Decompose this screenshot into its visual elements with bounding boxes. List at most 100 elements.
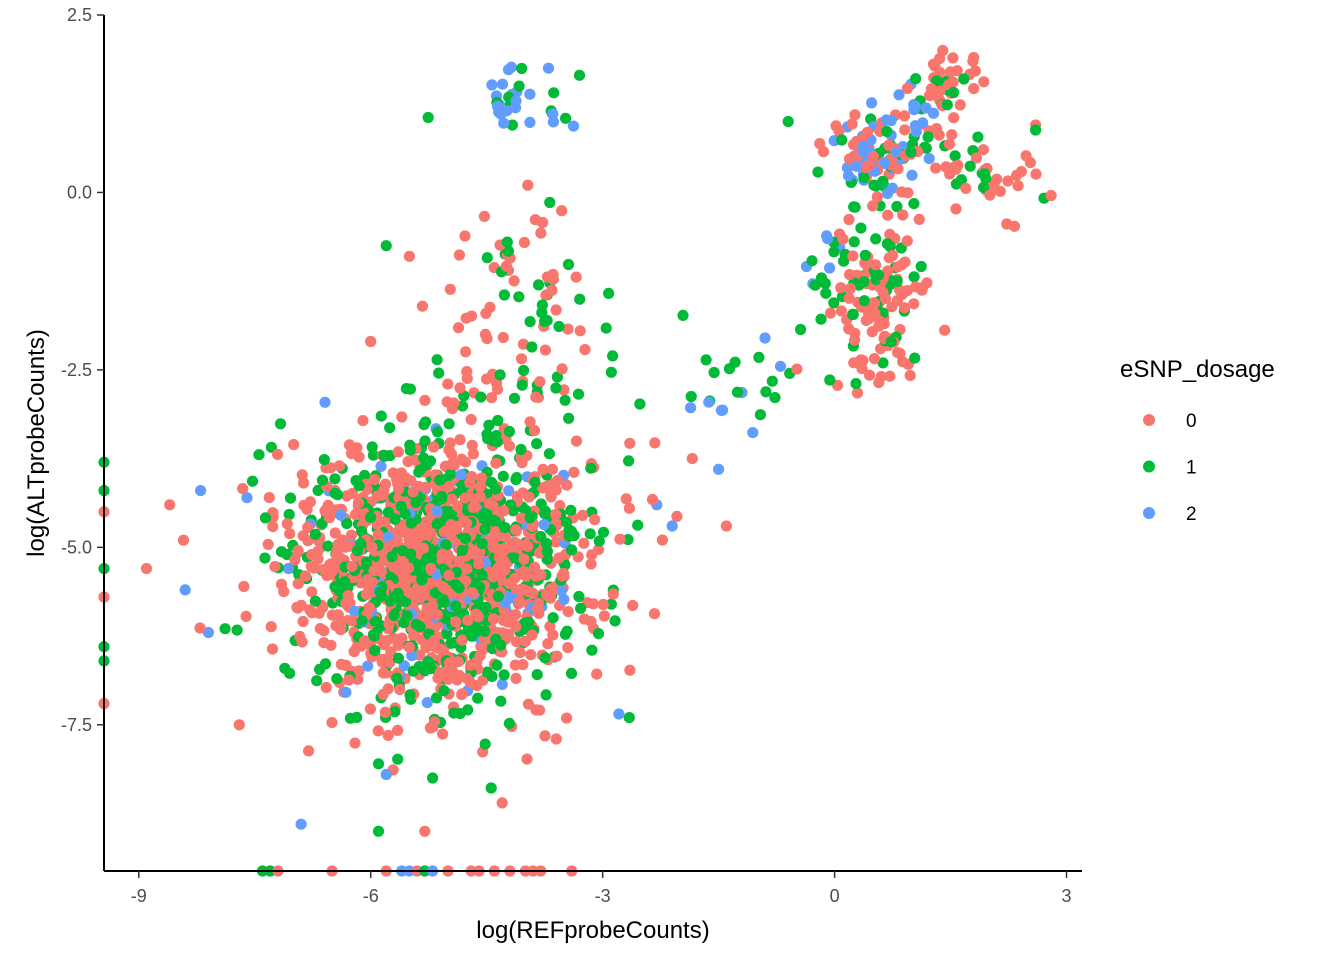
data-point-dosage-0: [934, 85, 946, 97]
data-point-dosage-1: [369, 644, 381, 657]
data-point-dosage-1: [382, 506, 394, 518]
data-point-dosage-2: [319, 396, 331, 408]
data-point-dosage-1: [560, 516, 573, 528]
data-point-dosage-1: [584, 528, 596, 540]
data-point-dosage-0: [523, 491, 535, 503]
data-point-dosage-0: [419, 825, 431, 837]
x-tick-label: 3: [1062, 886, 1072, 906]
data-point-dosage-1: [494, 369, 506, 381]
data-point-dosage-1: [550, 382, 562, 394]
data-point-dosage-0: [1024, 157, 1036, 169]
data-point-dosage-0: [649, 437, 661, 449]
data-point-dosage-1: [259, 512, 271, 524]
data-point-dosage-0: [292, 578, 304, 590]
data-point-dosage-1: [410, 618, 422, 630]
data-point-dosage-1: [337, 580, 349, 592]
data-point-dosage-0: [886, 301, 898, 313]
data-point-dosage-0: [892, 163, 904, 175]
data-point-dosage-0: [382, 729, 394, 742]
data-point-dosage-1: [309, 528, 321, 540]
data-point-dosage-1: [941, 99, 953, 111]
data-point-dosage-0: [977, 144, 989, 156]
data-point-dosage-0: [478, 210, 490, 222]
data-point-dosage-1: [885, 336, 897, 348]
data-point-dosage-1: [559, 394, 571, 406]
data-point-dosage-1: [490, 633, 502, 645]
data-point-dosage-1: [388, 609, 400, 622]
data-point-dosage-0: [372, 529, 384, 541]
data-point-dosage-0: [437, 581, 449, 593]
data-point-dosage-0: [366, 541, 378, 554]
data-point-dosage-1: [510, 473, 522, 486]
data-point-dosage-1: [503, 425, 515, 438]
data-point-dosage-1: [283, 508, 295, 521]
data-point-dosage-0: [510, 672, 522, 685]
data-point-dosage-0: [589, 514, 601, 526]
data-point-dosage-0: [329, 527, 341, 539]
data-point-dosage-1: [891, 275, 903, 287]
data-point-dosage-0: [570, 435, 583, 447]
data-point-dosage-0: [491, 383, 504, 395]
data-point-dosage-1: [439, 505, 451, 517]
data-point-dosage-0: [289, 554, 301, 566]
data-point-dosage-2: [375, 460, 387, 472]
data-point-dosage-0: [847, 250, 859, 262]
data-point-dosage-0: [303, 745, 315, 757]
data-point-dosage-1: [353, 480, 365, 492]
data-point-dosage-1: [1030, 124, 1042, 136]
y-axis-ticks: 2.5 0.0 -2.5 -5.0 -7.5: [61, 5, 104, 735]
data-point-dosage-0: [562, 323, 574, 335]
data-point-dosage-0: [537, 463, 549, 475]
data-point-dosage-0: [262, 538, 274, 551]
data-point-dosage-1: [501, 236, 513, 248]
data-point-dosage-0: [428, 634, 440, 646]
data-point-dosage-0: [835, 282, 847, 294]
data-point-dosage-0: [515, 353, 528, 365]
data-point-dosage-0: [943, 138, 956, 150]
data-point-dosage-0: [480, 373, 493, 385]
data-point-dosage-1: [416, 574, 428, 586]
data-point-dosage-1: [795, 323, 807, 336]
data-point-dosage-1: [462, 704, 474, 716]
data-point-dosage-0: [562, 606, 574, 618]
data-point-dosage-1: [365, 511, 377, 523]
data-point-dosage-0: [324, 559, 336, 571]
data-point-dosage-1: [479, 523, 491, 535]
data-point-dosage-1: [536, 307, 548, 319]
data-point-dosage-0: [592, 544, 605, 556]
data-point-dosage-1: [425, 552, 438, 564]
data-point-dosage-0: [483, 498, 495, 510]
data-point-dosage-0: [459, 492, 471, 504]
data-point-dosage-1: [955, 174, 968, 186]
data-point-dosage-1: [503, 717, 515, 730]
data-point-dosage-1: [575, 602, 587, 614]
data-point-dosage-1: [246, 475, 259, 487]
x-tick-label: 0: [830, 886, 840, 906]
data-point-dosage-0: [910, 281, 922, 293]
data-point-dosage-0: [345, 529, 358, 541]
data-point-dosage-1: [445, 637, 457, 649]
data-point-dosage-1: [565, 504, 577, 516]
data-point-dosage-0: [944, 66, 957, 78]
data-point-dosage-0: [561, 479, 573, 491]
data-point-dosage-1: [592, 628, 605, 640]
data-point-dosage-1: [585, 462, 597, 474]
data-point-dosage-2: [547, 108, 559, 120]
data-point-dosage-2: [502, 64, 515, 76]
data-point-dosage-1: [858, 172, 870, 184]
data-point-dosage-0: [871, 191, 883, 203]
data-point-dosage-1: [275, 546, 288, 558]
data-point-dosage-0: [1002, 175, 1014, 187]
data-point-dosage-0: [377, 667, 389, 679]
data-point-dosage-0: [467, 448, 479, 460]
data-point-dosage-1: [519, 617, 531, 630]
data-point-dosage-0: [466, 587, 478, 599]
data-point-dosage-1: [259, 552, 271, 564]
data-point-dosage-0: [843, 292, 855, 304]
data-point-dosage-1: [404, 383, 416, 395]
data-point-dosage-1: [481, 252, 493, 264]
data-point-dosage-1: [708, 366, 720, 379]
data-point-dosage-0: [233, 719, 245, 731]
data-point-dosage-0: [365, 335, 377, 348]
data-point-dosage-0: [345, 448, 358, 460]
